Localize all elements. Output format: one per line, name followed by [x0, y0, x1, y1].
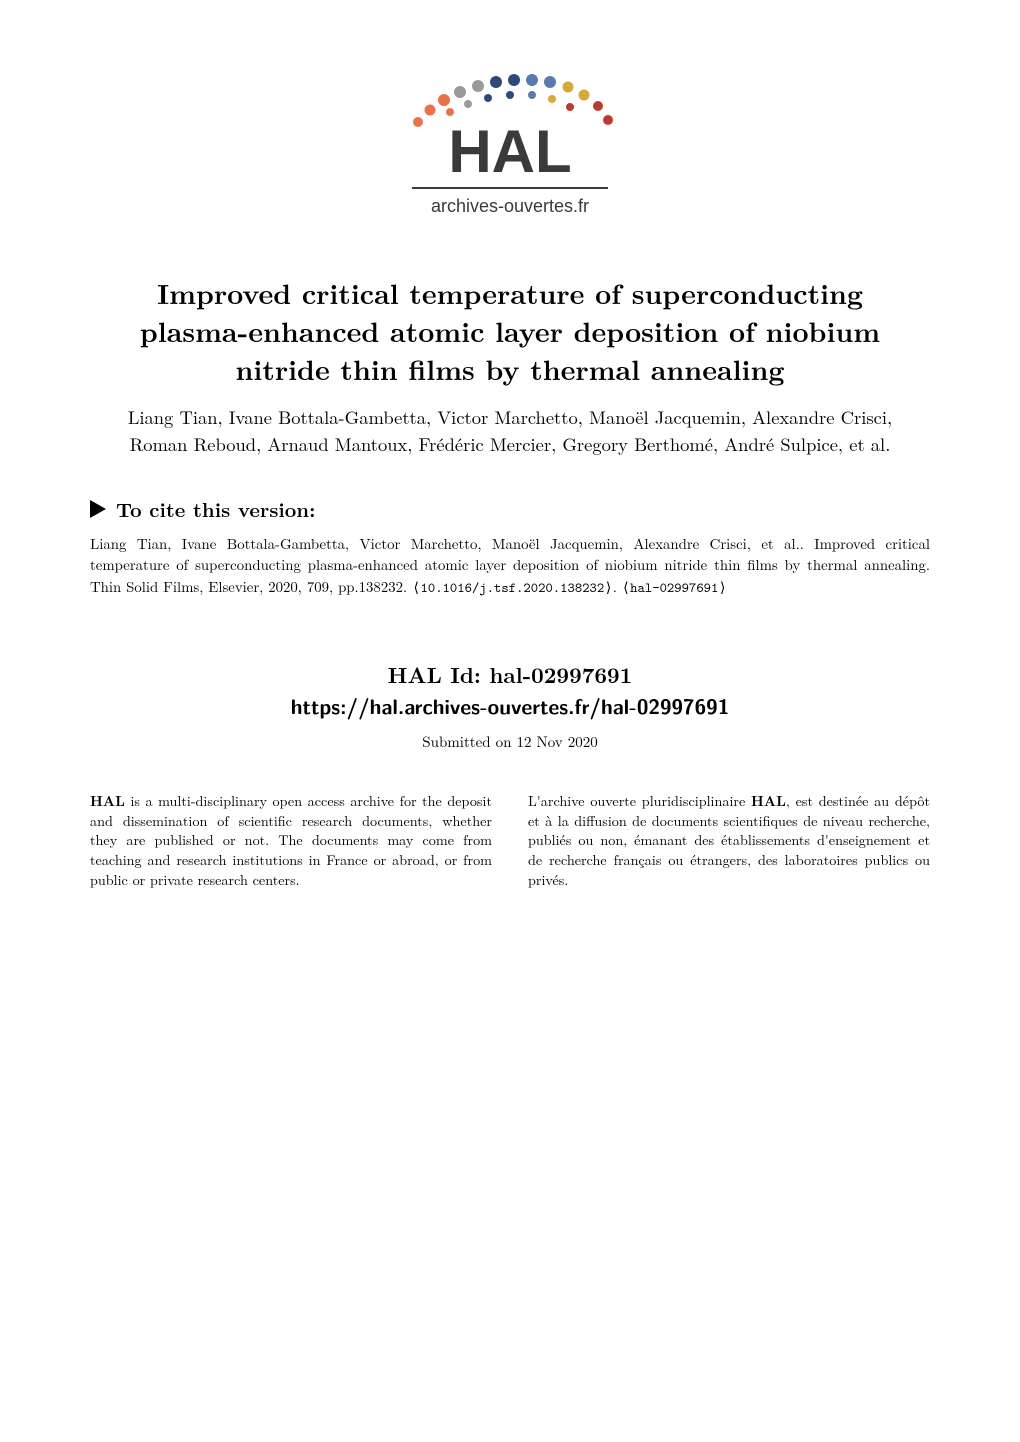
citation-text: Liang Tian, Ivane Bottala-Gambetta, Vict…: [90, 533, 930, 598]
citation-authors: Liang Tian, Ivane Bottala-Gambetta, Vict…: [90, 533, 804, 554]
citation-hal-inline: ⟨hal-02997691⟩: [622, 579, 727, 597]
cite-header-text: To cite this version:: [116, 494, 315, 523]
description-left-bold: HAL: [90, 791, 125, 811]
submitted-date: Submitted on 12 Nov 2020: [90, 731, 930, 752]
description-columns: HAL is a multi-disciplinary open access …: [90, 792, 930, 891]
hal-id-value: hal-02997691: [489, 659, 632, 690]
paper-authors: Liang Tian, Ivane Bottala-Gambetta, Vict…: [120, 404, 900, 458]
paper-title: Improved critical temperature of superco…: [110, 275, 910, 388]
hal-id-line: HAL Id: hal-02997691: [90, 658, 930, 691]
hal-logo: HAL archives-ouvertes.fr: [400, 60, 620, 235]
cite-arrow-icon: [90, 500, 106, 518]
description-left-rest: is a multi-disciplinary open access arch…: [90, 791, 492, 891]
logo-hal-text: HAL: [448, 118, 571, 185]
description-right: L'archive ouverte pluridisciplinaire HAL…: [528, 792, 930, 891]
hal-cover-page: HAL archives-ouvertes.fr Improved critic…: [0, 0, 1020, 1442]
description-right-bold: HAL: [751, 791, 786, 811]
hal-url[interactable]: https://hal.archives-ouvertes.fr/hal-029…: [90, 691, 930, 723]
citation-sep: .: [613, 576, 622, 597]
cite-header: To cite this version:: [90, 494, 930, 523]
description-left: HAL is a multi-disciplinary open access …: [90, 792, 492, 891]
logo-container: HAL archives-ouvertes.fr: [90, 60, 930, 235]
citation-doi: ⟨10.1016/j.tsf.2020.138232⟩: [412, 579, 613, 597]
hal-id-label: HAL Id:: [388, 659, 490, 690]
hal-id-block: HAL Id: hal-02997691 https://hal.archive…: [90, 658, 930, 723]
logo-subtitle: archives-ouvertes.fr: [431, 196, 589, 216]
description-right-pre: L'archive ouverte pluridisciplinaire: [528, 791, 751, 811]
